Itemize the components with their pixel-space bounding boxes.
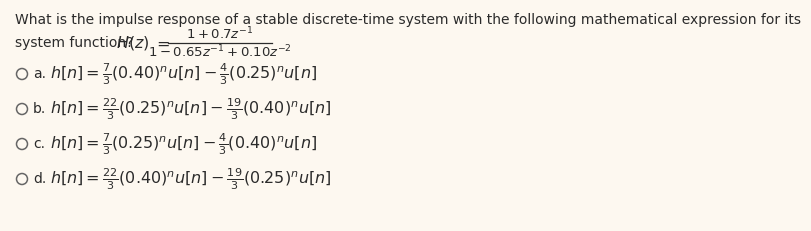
Text: $=$: $=$ bbox=[153, 36, 169, 51]
Text: $h[n] = \frac{7}{3}(0.40)^n u[n] - \frac{4}{3}(0.25)^n u[n]$: $h[n] = \frac{7}{3}(0.40)^n u[n] - \frac… bbox=[50, 61, 317, 87]
Text: b.: b. bbox=[33, 102, 46, 116]
Text: c.: c. bbox=[33, 137, 45, 151]
Text: $h[n] = \frac{22}{3}(0.40)^n u[n] - \frac{19}{3}(0.25)^n u[n]$: $h[n] = \frac{22}{3}(0.40)^n u[n] - \fra… bbox=[50, 166, 332, 192]
Text: d.: d. bbox=[33, 172, 46, 186]
Text: system function?: system function? bbox=[15, 36, 138, 50]
Text: $h[n] = \frac{22}{3}(0.25)^n u[n] - \frac{19}{3}(0.40)^n u[n]$: $h[n] = \frac{22}{3}(0.25)^n u[n] - \fra… bbox=[50, 96, 332, 122]
Text: $\mathit{H}(z)$: $\mathit{H}(z)$ bbox=[116, 34, 149, 52]
Text: $1+0.7z^{-1}$: $1+0.7z^{-1}$ bbox=[187, 26, 254, 42]
Text: a.: a. bbox=[33, 67, 46, 81]
Text: What is the impulse response of a stable discrete-time system with the following: What is the impulse response of a stable… bbox=[15, 13, 801, 27]
Text: $h[n] = \frac{7}{3}(0.25)^n u[n] - \frac{4}{3}(0.40)^n u[n]$: $h[n] = \frac{7}{3}(0.25)^n u[n] - \frac… bbox=[50, 131, 317, 157]
Text: $1-0.65z^{-1}+0.10z^{-2}$: $1-0.65z^{-1}+0.10z^{-2}$ bbox=[148, 44, 292, 60]
